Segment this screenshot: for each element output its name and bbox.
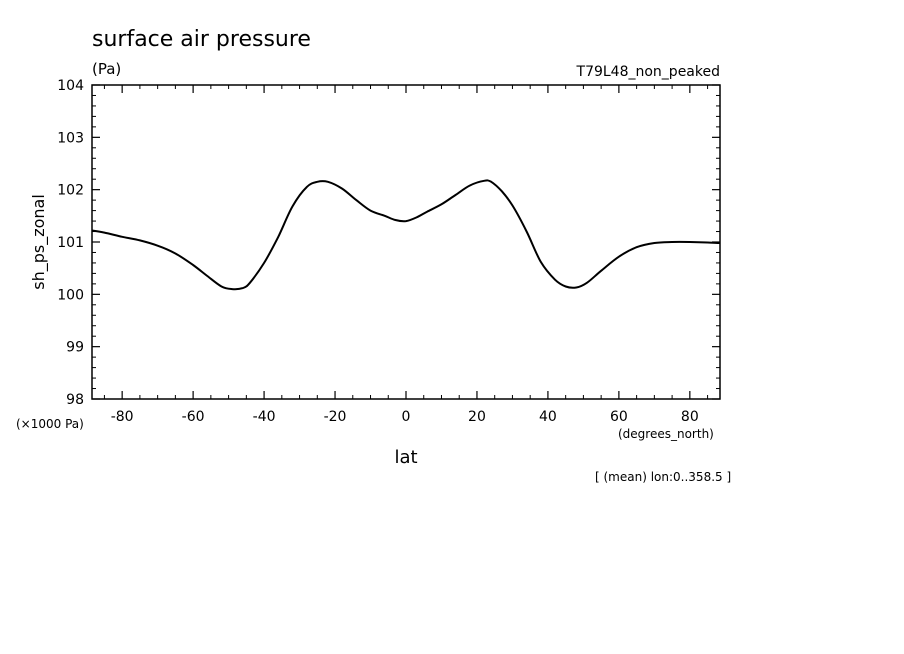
major-ticks — [92, 84, 720, 400]
x-tick-label: -80 — [111, 409, 134, 425]
plot-frame — [91, 84, 721, 400]
y-tick-label: 103 — [57, 130, 84, 146]
y-tick-label: 104 — [57, 78, 84, 94]
y-tick-label: 100 — [57, 287, 84, 303]
x-axis-label: lat — [394, 447, 417, 468]
x-tick-label: 0 — [402, 409, 411, 425]
x-tick-label: -60 — [182, 409, 205, 425]
y-tick-label: 99 — [66, 340, 84, 356]
chart-units: (Pa) — [92, 60, 121, 78]
x-tick-label: 80 — [681, 409, 699, 425]
x-tick-label: 20 — [468, 409, 486, 425]
x-tick-label: 60 — [610, 409, 628, 425]
x-tick-label: 40 — [539, 409, 557, 425]
x-tick-label: -20 — [324, 409, 347, 425]
chart-title: surface air pressure — [92, 27, 311, 52]
y-axis-label: sh_ps_zonal — [29, 194, 49, 290]
y-tick-labels: 98 99 100 101 102 103 104 — [57, 78, 84, 408]
x-units-label: (degrees_north) — [618, 427, 714, 441]
x-tick-labels: -80 -60 -40 -20 0 20 40 60 80 — [111, 409, 699, 425]
footnote: [ (mean) lon:0..358.5 ] — [595, 470, 731, 484]
y-tick-label: 101 — [57, 235, 84, 251]
y-scale-label: (×1000 Pa) — [16, 417, 84, 431]
y-tick-label: 98 — [66, 392, 84, 408]
x-tick-label: -40 — [253, 409, 276, 425]
series-line-sh-ps-zonal — [91, 179, 721, 291]
minor-ticks — [92, 85, 720, 399]
run-label: T79L48_non_peaked — [576, 64, 720, 80]
y-tick-label: 102 — [57, 183, 84, 199]
